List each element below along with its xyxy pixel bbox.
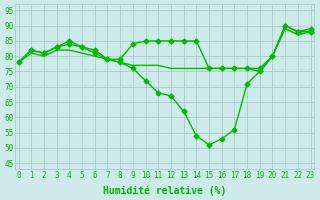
X-axis label: Humidité relative (%): Humidité relative (%) [103, 185, 226, 196]
